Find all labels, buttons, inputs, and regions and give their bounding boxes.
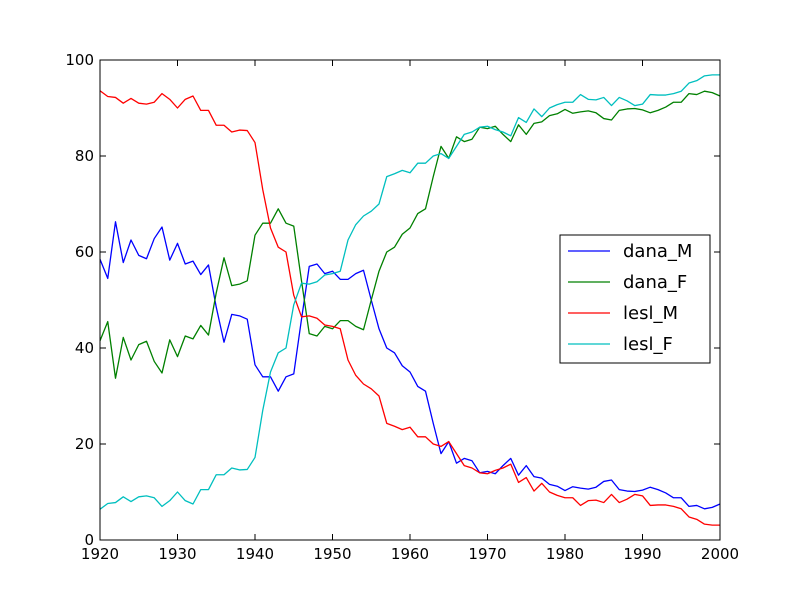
y-tick-label: 100 bbox=[65, 51, 94, 69]
legend-label-lesl-M: lesl_M bbox=[623, 303, 678, 324]
y-tick-label: 40 bbox=[75, 339, 94, 357]
legend-label-lesl-F: lesl_F bbox=[623, 334, 673, 355]
x-tick-label: 2000 bbox=[701, 545, 739, 563]
ticks-layer: 1920 1930 1940 1950 1960 1970 1980 1990 2000 0 20 4… bbox=[65, 51, 739, 563]
y-tick-label: 60 bbox=[75, 243, 94, 261]
y-tick-label: 0 bbox=[84, 531, 94, 549]
series-layer bbox=[99, 74, 721, 526]
series-line-lesl-F bbox=[99, 74, 720, 510]
legend: dana_M dana_F lesl_M lesl_F bbox=[559, 234, 711, 364]
legend-label-dana-M: dana_M bbox=[623, 241, 692, 262]
series-line-dana-M bbox=[99, 221, 721, 510]
legend-box bbox=[559, 234, 711, 364]
x-tick-label: 1930 bbox=[158, 545, 196, 563]
series-line-dana-F bbox=[99, 90, 721, 379]
x-tick-label: 1920 bbox=[81, 545, 119, 563]
x-tick-label: 1940 bbox=[236, 545, 274, 563]
x-tick-label: 1980 bbox=[546, 545, 584, 563]
x-tick-label: 1990 bbox=[623, 545, 661, 563]
x-tick-label: 1960 bbox=[391, 545, 429, 563]
x-tick-label: 1950 bbox=[313, 545, 351, 563]
series-line-lesl-M bbox=[99, 90, 720, 526]
y-tick-label: 80 bbox=[75, 147, 94, 165]
x-tick-label: 1970 bbox=[468, 545, 506, 563]
legend-label-dana-F: dana_F bbox=[623, 272, 687, 293]
y-tick-label: 20 bbox=[75, 435, 94, 453]
